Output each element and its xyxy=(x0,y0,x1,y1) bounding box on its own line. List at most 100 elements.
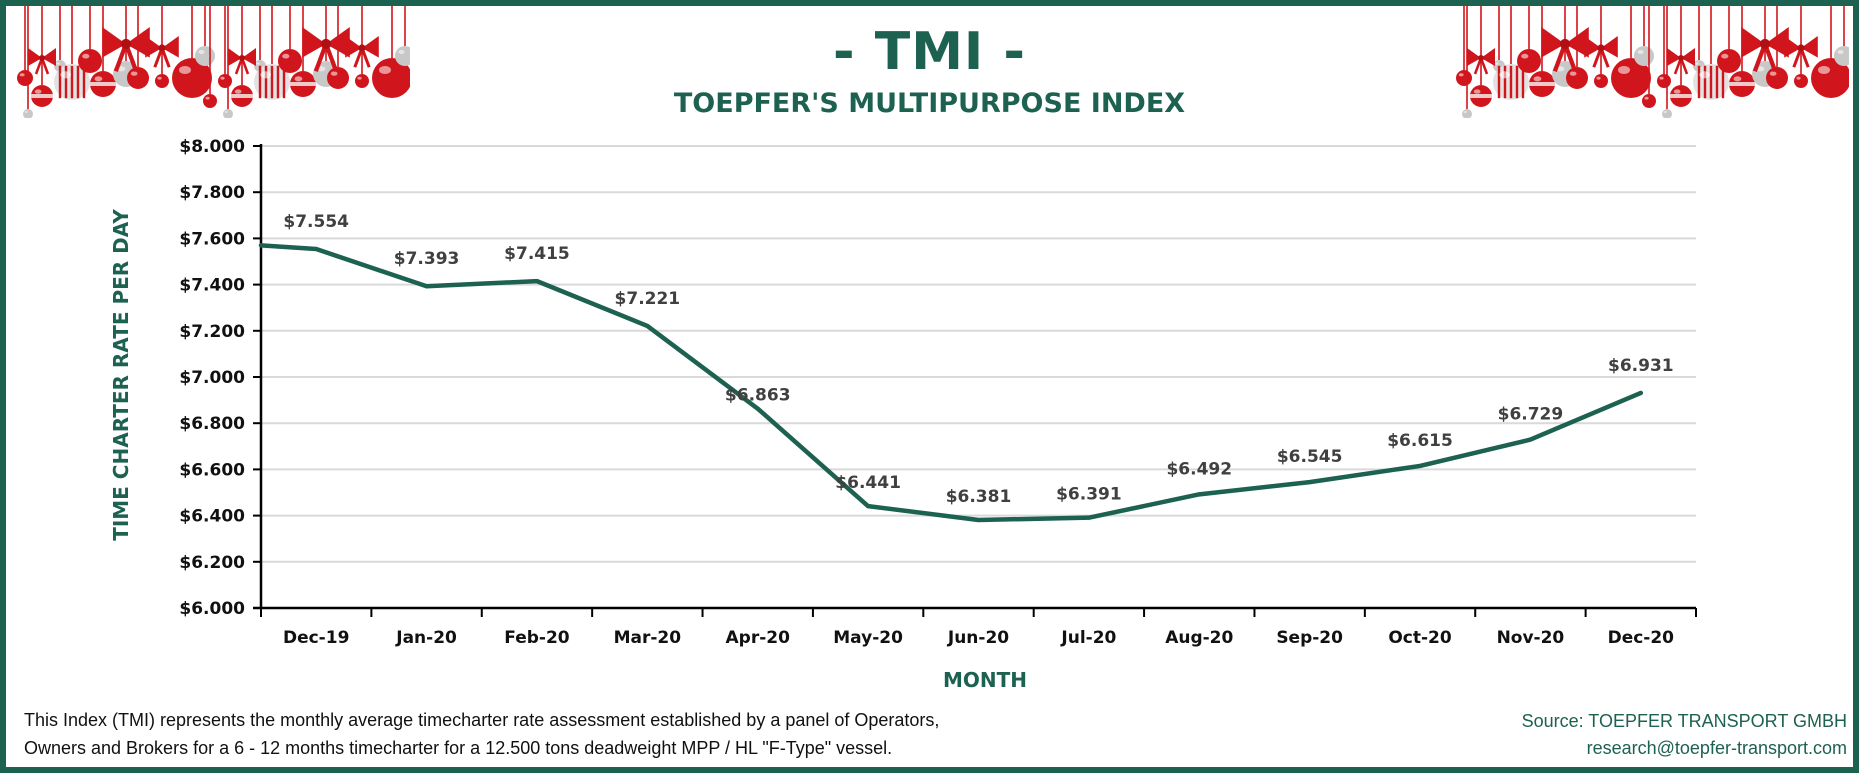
ornament-pattern-band xyxy=(1529,82,1555,86)
ornament-highlight xyxy=(1473,89,1481,94)
y-tick-label: $6.000 xyxy=(179,599,245,619)
x-axis-label: MONTH xyxy=(942,668,1028,692)
description-line-2: Owners and Brokers for a 6 - 12 months t… xyxy=(24,738,893,758)
data-point xyxy=(424,284,429,289)
x-tick-label: Jun-20 xyxy=(947,628,1009,648)
ornament-highlight xyxy=(1596,76,1601,80)
bow-icon xyxy=(345,36,379,58)
ornament-highlight xyxy=(34,89,42,94)
data-point xyxy=(1638,390,1643,395)
bow-icon xyxy=(1584,36,1618,58)
bow-knot xyxy=(120,38,132,50)
y-tick-label: $7.600 xyxy=(179,229,245,249)
ornament-highlight xyxy=(1733,76,1742,82)
bow-knot xyxy=(1759,38,1771,50)
data-point xyxy=(866,504,871,509)
ornament-highlight xyxy=(82,53,90,59)
source-email[interactable]: research@toepfer-transport.com xyxy=(1586,738,1847,758)
data-label: $6.545 xyxy=(1277,447,1343,467)
x-tick-label: Jan-20 xyxy=(395,628,457,648)
ornament-pattern-band xyxy=(1670,94,1692,98)
ornament-highlight xyxy=(1463,111,1467,113)
data-point xyxy=(1418,463,1423,468)
bow-knot xyxy=(1597,44,1605,52)
bow-knot xyxy=(158,44,166,52)
ornament-highlight xyxy=(1644,96,1649,100)
bow-knot xyxy=(1678,55,1684,61)
data-label: $6.615 xyxy=(1387,431,1453,451)
ornament-highlight xyxy=(24,111,28,113)
bow-icon xyxy=(1541,27,1589,58)
data-label: $6.492 xyxy=(1166,459,1232,479)
y-tick-label: $7.400 xyxy=(179,276,245,296)
ornament-highlight xyxy=(294,76,303,82)
source-name: Source: TOEPFER TRANSPORT GMBH xyxy=(1521,711,1847,731)
ornament-highlight xyxy=(256,62,260,65)
x-tick-label: Oct-20 xyxy=(1388,628,1452,648)
data-point xyxy=(1086,515,1091,520)
ornament-highlight xyxy=(1837,50,1844,54)
description-line-1: This Index (TMI) represents the monthly … xyxy=(24,710,940,730)
ornament-pattern-band xyxy=(90,82,116,86)
bow-icon xyxy=(228,48,256,66)
data-point xyxy=(755,406,760,411)
ornament-highlight xyxy=(1637,50,1644,54)
ornament-highlight xyxy=(1556,66,1565,72)
data-label: $7.415 xyxy=(504,244,570,264)
y-tick-label: $6.400 xyxy=(179,507,245,527)
bow-icon xyxy=(1467,48,1495,66)
data-point xyxy=(1528,437,1533,442)
y-tick-label: $7.800 xyxy=(179,183,245,203)
ornament-highlight xyxy=(94,76,103,82)
ornament-highlight xyxy=(60,71,72,79)
ornament-highlight xyxy=(1695,62,1699,65)
series-layer xyxy=(258,243,1644,523)
y-axis-label: TIME CHARTER RATE PER DAY xyxy=(109,209,133,541)
bow-knot xyxy=(320,38,332,50)
data-point xyxy=(534,279,539,284)
source-credit: Source: TOEPFER TRANSPORT GMBH research@… xyxy=(1522,708,1847,762)
bow-icon xyxy=(28,48,56,66)
data-point xyxy=(314,247,319,252)
x-tick-label: Feb-20 xyxy=(504,628,570,648)
bow-icon xyxy=(1667,48,1695,66)
ornament-highlight xyxy=(1769,71,1777,76)
data-label: $6.381 xyxy=(946,487,1012,507)
index-description: This Index (TMI) represents the monthly … xyxy=(24,706,939,762)
ornament-highlight xyxy=(1796,76,1801,80)
bow-icon xyxy=(1784,36,1818,58)
ornament-pattern-band xyxy=(31,94,53,98)
ornament-highlight xyxy=(330,71,338,76)
ornament-pattern-band xyxy=(1470,94,1492,98)
x-axis-ticks: Dec-19 Jan-20 Feb-20 Mar-20 Apr-20 May-20 Jun-… xyxy=(260,608,1697,648)
ornament-highlight xyxy=(1721,53,1729,59)
data-label: $7.393 xyxy=(394,249,460,269)
y-axis-ticks: $6.000 $6.200 $6.400 $6.600 $6.800 $7.000 $7.2… xyxy=(179,137,261,619)
x-tick-label: May-20 xyxy=(833,628,903,648)
x-tick-label: Dec-20 xyxy=(1608,628,1675,648)
bow-knot xyxy=(1478,55,1484,61)
ornament-highlight xyxy=(317,66,326,72)
y-tick-label: $6.200 xyxy=(179,553,245,573)
data-label: $7.554 xyxy=(283,212,349,232)
x-tick-label: Apr-20 xyxy=(726,628,791,648)
ornament-highlight xyxy=(130,71,138,76)
ornament-pattern-band xyxy=(290,82,316,86)
x-tick-label: Aug-20 xyxy=(1165,628,1233,648)
x-tick-label: Sep-20 xyxy=(1276,628,1343,648)
data-point xyxy=(1307,480,1312,485)
ornament-pattern-band xyxy=(231,94,253,98)
ornament-highlight xyxy=(56,62,60,65)
y-tick-label: $6.800 xyxy=(179,414,245,434)
x-tick-label: Mar-20 xyxy=(614,628,682,648)
ornament-highlight xyxy=(1699,71,1711,79)
data-label: $6.863 xyxy=(725,386,791,406)
ornament-highlight xyxy=(157,76,162,80)
ornament-highlight xyxy=(19,73,25,77)
ornament-highlight xyxy=(357,76,362,80)
ornament-highlight xyxy=(117,66,126,72)
ornament-highlight xyxy=(179,66,191,74)
ornament-bauble-icon xyxy=(395,46,410,66)
ornament-highlight xyxy=(1659,76,1664,80)
